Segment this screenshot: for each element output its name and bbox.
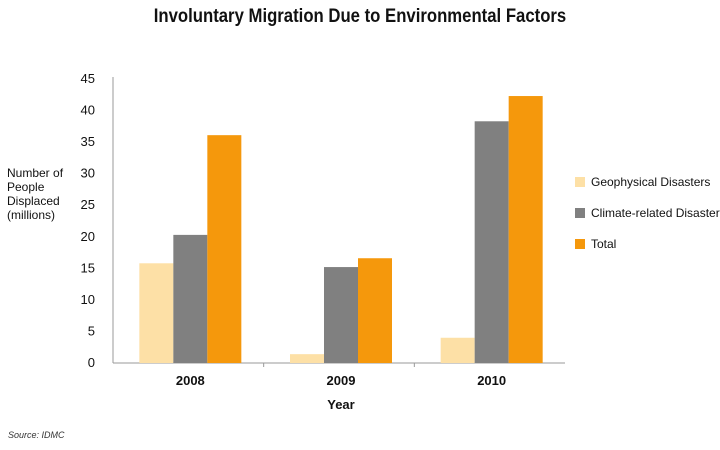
source-note: Source: IDMC [8,430,65,440]
y-axis-label-line: Displaced [7,194,60,208]
x-tick-label: 2008 [176,373,205,388]
legend-swatch [575,208,585,218]
legend-label: Climate-related Disasters [591,206,720,220]
x-axis-ticks: 2008 2009 2010 [176,373,506,388]
y-tick-label: 15 [81,260,95,275]
bar-total-2008 [207,135,242,363]
bar-climate-related-disasters-2010 [474,121,509,363]
bar-climate-related-disasters-2009 [324,267,358,363]
legend-swatch [575,239,585,249]
x-tick-label: 2009 [327,373,356,388]
bar-geophysical-disasters-2010 [440,337,475,363]
y-axis-label-line: Number of [7,166,64,180]
bar-total-2010 [508,96,543,363]
y-tick-label: 20 [81,229,95,244]
y-tick-label: 30 [81,166,95,181]
bars [139,96,543,363]
y-axis-ticks: 0 5 10 15 20 25 30 35 40 45 [81,71,95,370]
y-axis-label-line: People [7,180,45,194]
y-tick-label: 5 [88,323,95,338]
bar-climate-related-disasters-2008 [173,234,208,363]
y-tick-label: 45 [81,71,95,86]
bar-geophysical-disasters-2008 [139,263,174,363]
y-axis-label-line: (millions) [7,208,55,222]
legend: Geophysical Disasters Climate-related Dis… [575,175,720,251]
x-tick-label: 2010 [477,373,506,388]
x-axis-label: Year [327,397,354,412]
bar-total-2009 [358,258,392,363]
legend-label: Geophysical Disasters [591,175,710,189]
legend-swatch [575,177,585,187]
y-tick-label: 25 [81,197,95,212]
bar-geophysical-disasters-2009 [290,354,324,363]
chart-title: Involuntary Migration Due to Environment… [153,6,567,27]
y-tick-label: 10 [81,292,95,307]
y-tick-label: 0 [88,355,95,370]
y-tick-label: 40 [81,103,95,118]
legend-label: Total [591,237,616,251]
y-tick-label: 35 [81,134,95,149]
